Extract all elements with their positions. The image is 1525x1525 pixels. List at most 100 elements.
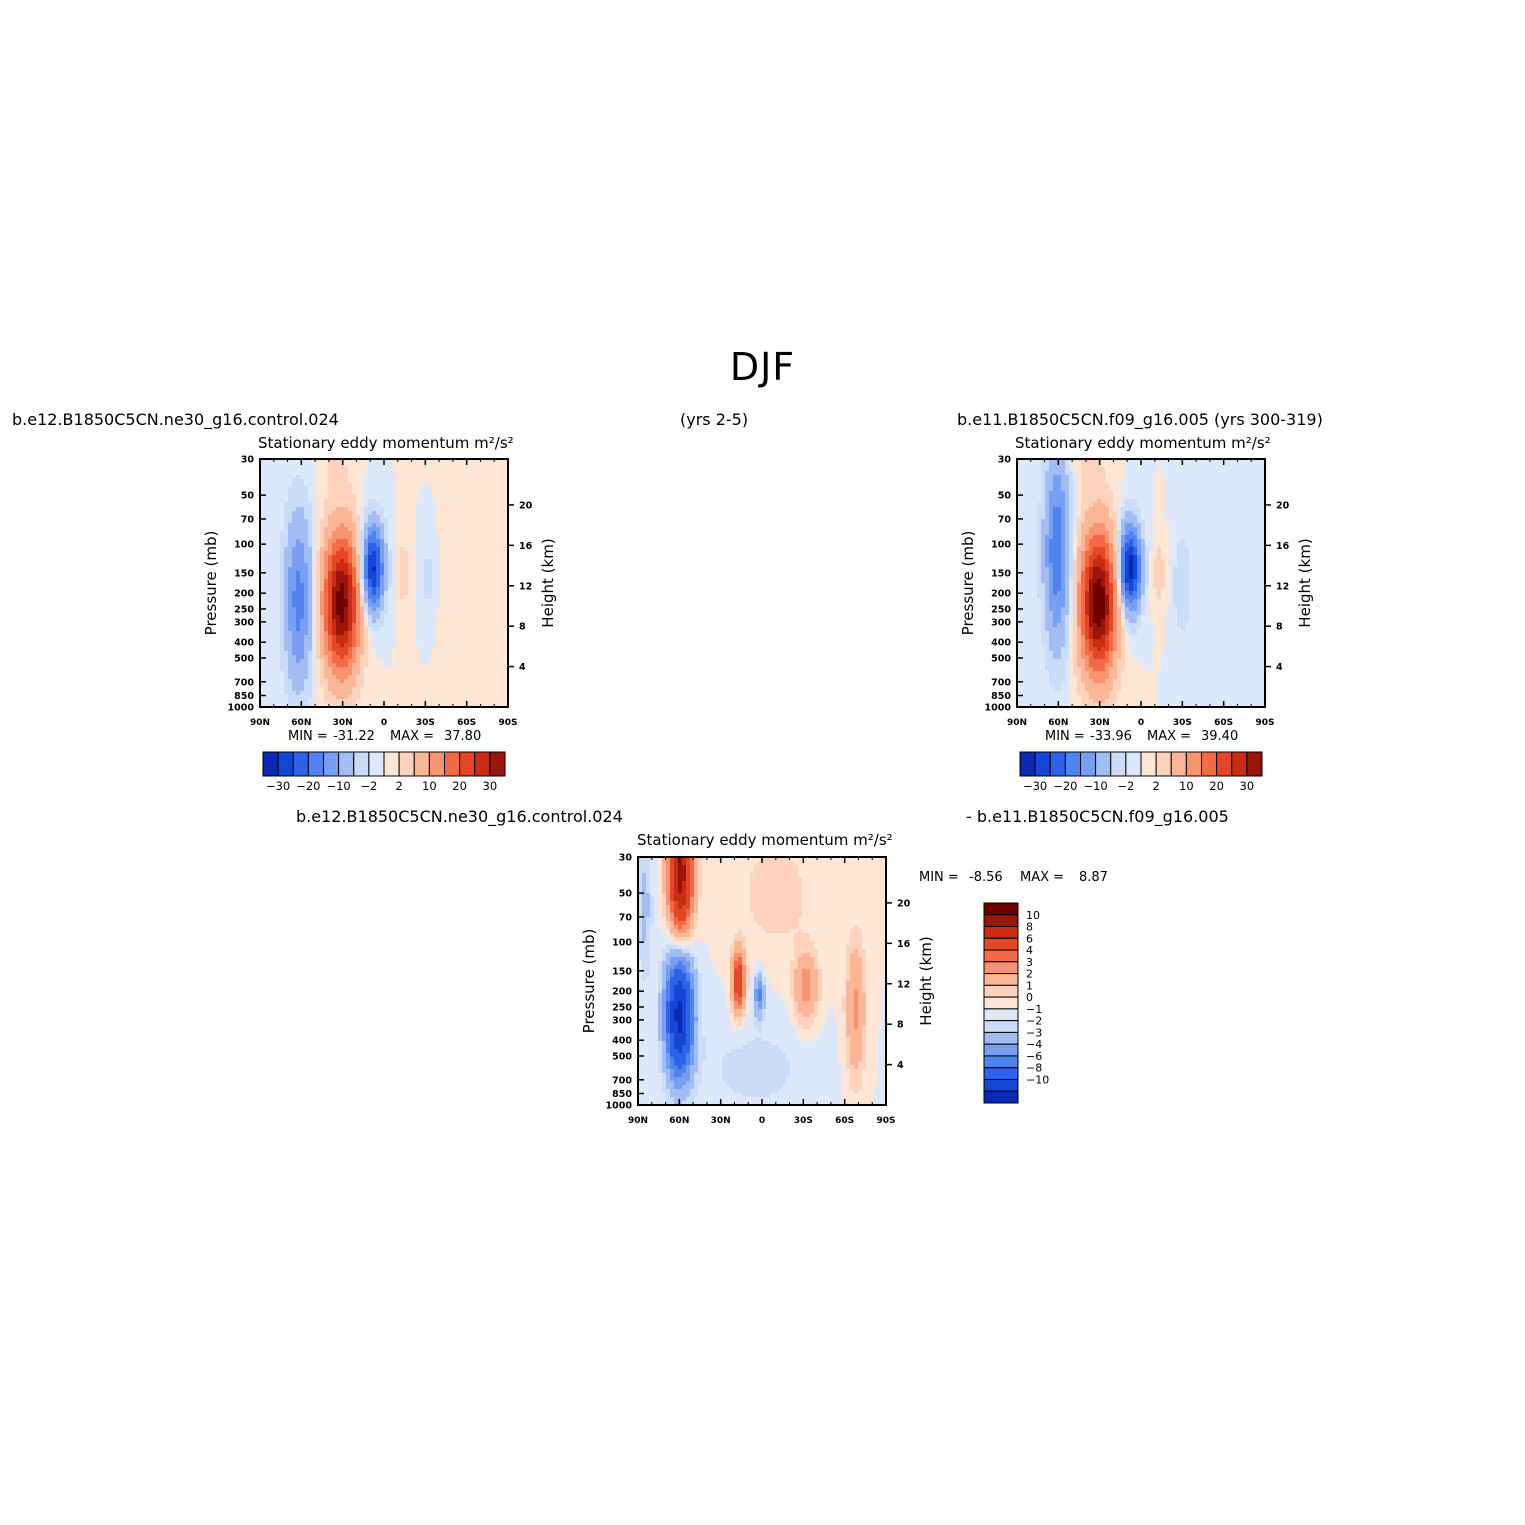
colorbar-swatch	[1110, 751, 1127, 777]
colorbar-label: 6	[1026, 932, 1033, 945]
colorbar-swatch	[323, 751, 340, 777]
y-tick-label: 1000	[606, 1101, 633, 1112]
y-tick-label: 100	[612, 938, 632, 949]
y-tick-label: 250	[612, 1002, 632, 1013]
y-tick-label: 250	[234, 604, 254, 615]
y-tick-label: 50	[998, 491, 1012, 502]
x-tick-label: 60N	[1048, 718, 1068, 728]
x-tick-label: 0	[1138, 718, 1144, 728]
right-case-label: b.e11.B1850C5CN.f09_g16.005 (yrs 300-319…	[957, 410, 1323, 429]
y-tick-label: 100	[991, 540, 1011, 551]
x-tick-label: 90S	[1255, 718, 1274, 728]
y-tick-label: 250	[991, 604, 1011, 615]
y-tick-label: 150	[234, 568, 254, 579]
colorbar-swatch	[428, 751, 445, 777]
x-tick-label: 30S	[794, 1116, 813, 1126]
y2-tick-label: 4	[1276, 662, 1283, 673]
colorbar-swatch	[383, 751, 400, 777]
y-axis-label: Pressure (mb)	[959, 531, 977, 636]
x-tick-label: 90S	[498, 718, 517, 728]
y2-tick-label: 4	[519, 662, 526, 673]
colorbar-label: −10	[326, 779, 350, 793]
colorbar-swatch	[983, 1020, 1019, 1033]
colorbar-swatch	[1201, 751, 1218, 777]
colorbar-label: 30	[483, 779, 498, 793]
panel2-max-value: 39.40	[1201, 729, 1239, 744]
y-tick-label: 200	[612, 987, 632, 998]
panel2-min-value: -33.96	[1090, 729, 1132, 744]
panel-1-colorbar: −30 −20 −10 −2 2 10 20 30	[262, 751, 506, 793]
y2-tick-label: 12	[897, 979, 910, 990]
y-tick-label: 500	[612, 1051, 632, 1062]
colorbar-swatch	[983, 1008, 1019, 1022]
colorbar-label: 10	[422, 779, 437, 793]
colorbar-label: 20	[1209, 779, 1224, 793]
colorbar-label: −2	[360, 779, 377, 793]
colorbar-swatch	[338, 751, 355, 777]
y-tick-label: 50	[619, 889, 633, 900]
colorbar-swatch	[444, 751, 461, 777]
y2-tick-label: 20	[897, 898, 911, 909]
y-tick-label: 70	[619, 912, 633, 923]
diff-right-case-label: - b.e11.B1850C5CN.f09_g16.005	[966, 807, 1229, 826]
y2-tick-label: 8	[519, 622, 526, 633]
colorbar-swatch	[1246, 751, 1263, 777]
y-tick-label: 200	[234, 589, 254, 600]
panel-1-field	[260, 459, 508, 707]
colorbar-label: 10	[1026, 909, 1040, 922]
y-tick-label: 30	[619, 853, 633, 864]
colorbar-swatch	[262, 751, 279, 777]
colorbar-label: −10	[1083, 779, 1107, 793]
y-tick-label: 300	[991, 617, 1011, 628]
colorbar-label: −2	[1117, 779, 1134, 793]
colorbar-swatch	[983, 1078, 1019, 1092]
panel1-min-value: -31.22	[333, 729, 375, 744]
x-tick-label: 30N	[1090, 718, 1110, 728]
y-tick-label: 150	[612, 966, 632, 977]
colorbar-swatch	[413, 751, 430, 777]
colorbar-swatch	[1185, 751, 1202, 777]
y-tick-label: 1000	[228, 703, 255, 714]
colorbar-swatch	[983, 984, 1019, 998]
x-tick-label: 60S	[1214, 718, 1233, 728]
panel-2-colorbar: −30 −20 −10 −2 2 10 20 30	[1019, 751, 1263, 793]
colorbar-label: 8	[1026, 921, 1033, 934]
x-tick-label: 0	[381, 718, 387, 728]
colorbar-swatch	[983, 914, 1019, 928]
y-tick-label: 30	[998, 455, 1012, 466]
y2-tick-label: 20	[519, 500, 533, 511]
y-tick-label: 500	[991, 653, 1011, 664]
colorbar-label: 4	[1026, 944, 1033, 957]
diff-left-case-label: b.e12.B1850C5CN.ne30_g16.control.024	[296, 807, 623, 826]
colorbar-swatch	[474, 751, 491, 777]
colorbar-swatch	[983, 1031, 1019, 1045]
x-tick-label: 90N	[628, 1116, 648, 1126]
left-case-label: b.e12.B1850C5CN.ne30_g16.control.024	[12, 410, 339, 429]
colorbar-label: 2	[1152, 779, 1159, 793]
colorbar-swatch	[983, 961, 1019, 975]
x-tick-label: 60N	[291, 718, 311, 728]
colorbar-label: −1	[1026, 1003, 1042, 1016]
y-tick-label: 70	[998, 514, 1012, 525]
panel2-min-label: MIN =	[1045, 729, 1085, 744]
colorbar-swatch	[1019, 751, 1036, 777]
panel3-max-label: MAX =	[1020, 870, 1065, 885]
y2-axis-label: Height (km)	[539, 538, 557, 627]
y-axis-label: Pressure (mb)	[202, 531, 220, 636]
panel-2: 90N 60N 30N 0 30S 60S 90S 30 50 70 100 150 200 250 300…	[959, 455, 1314, 794]
colorbar-swatch	[1231, 751, 1248, 777]
y-tick-label: 30	[241, 455, 255, 466]
colorbar-swatch	[983, 973, 1019, 986]
y-tick-label: 700	[991, 677, 1011, 688]
colorbar-swatch	[1155, 751, 1172, 777]
colorbar-swatch	[398, 751, 415, 777]
y2-tick-label: 16	[519, 541, 533, 552]
colorbar-swatch	[983, 1043, 1019, 1057]
colorbar-swatch	[983, 1055, 1019, 1069]
colorbar-label: −3	[1026, 1026, 1042, 1039]
colorbar-label: −4	[1026, 1038, 1042, 1051]
colorbar-swatch	[353, 751, 370, 777]
panel-3: 90N 60N 30N 0 30S 60S 90S305070100150200250300…	[580, 853, 1049, 1127]
